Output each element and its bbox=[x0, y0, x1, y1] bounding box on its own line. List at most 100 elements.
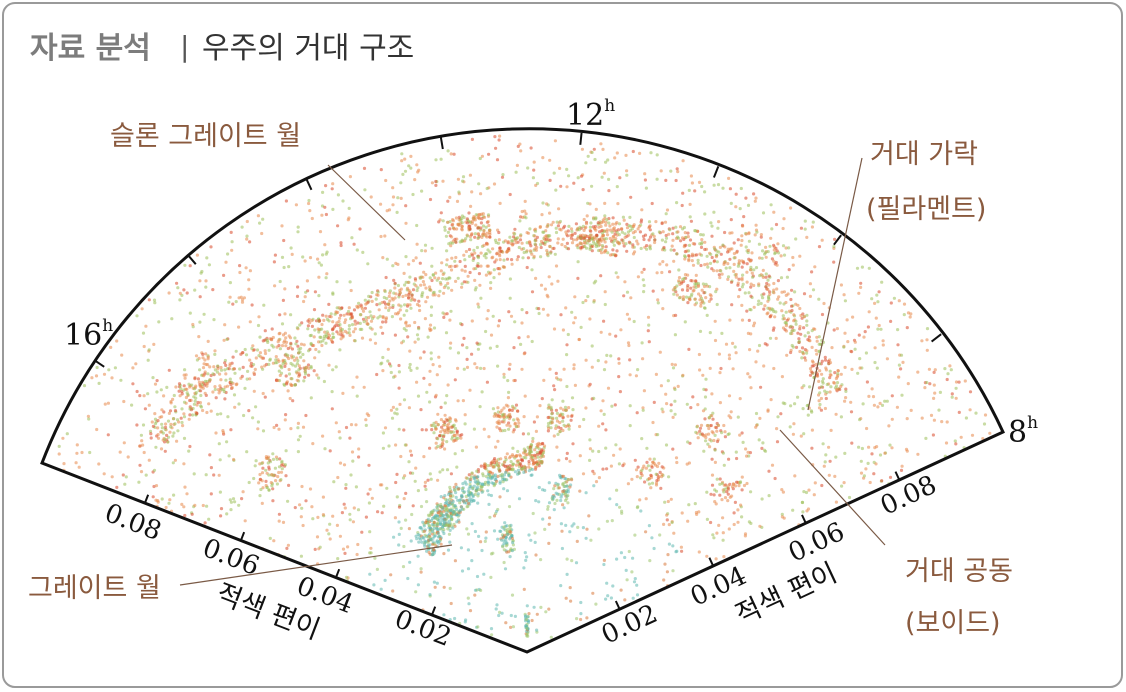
galaxy-dot bbox=[196, 400, 200, 405]
galaxy-dot bbox=[434, 513, 438, 517]
galaxy-dot bbox=[674, 178, 678, 183]
galaxy-dot bbox=[442, 528, 446, 532]
galaxy-dot bbox=[505, 489, 510, 493]
galaxy-dot bbox=[558, 166, 562, 170]
galaxy-dot bbox=[415, 288, 419, 293]
galaxy-dot bbox=[478, 283, 482, 287]
galaxy-dot bbox=[534, 183, 538, 187]
galaxy-dot bbox=[604, 428, 608, 432]
galaxy-dot bbox=[426, 543, 430, 547]
galaxy-dot bbox=[530, 467, 535, 472]
galaxy-dot bbox=[180, 502, 184, 506]
galaxy-dot bbox=[474, 223, 478, 227]
galaxy-dot bbox=[431, 363, 435, 367]
galaxy-dot bbox=[380, 361, 384, 365]
galaxy-dot bbox=[420, 540, 424, 544]
galaxy-dot bbox=[256, 323, 261, 328]
galaxy-dot bbox=[672, 248, 676, 252]
galaxy-dot bbox=[905, 326, 909, 330]
galaxy-dot bbox=[414, 256, 418, 260]
galaxy-dot bbox=[154, 484, 159, 488]
galaxy-dot bbox=[442, 552, 446, 556]
galaxy-dot bbox=[296, 344, 300, 348]
galaxy-dot bbox=[616, 202, 620, 206]
galaxy-dot bbox=[408, 275, 412, 279]
galaxy-dot bbox=[419, 525, 423, 530]
galaxy-dot bbox=[553, 484, 557, 488]
galaxy-dot bbox=[160, 497, 164, 501]
galaxy-dot bbox=[525, 265, 529, 270]
galaxy-dot bbox=[535, 628, 539, 632]
galaxy-dot bbox=[331, 320, 335, 324]
galaxy-dot bbox=[592, 300, 596, 304]
galaxy-dot bbox=[658, 262, 662, 266]
galaxy-dot bbox=[673, 399, 677, 403]
galaxy-dot bbox=[310, 318, 314, 323]
galaxy-dot bbox=[631, 596, 635, 600]
galaxy-dot bbox=[143, 407, 147, 411]
galaxy-dot bbox=[779, 276, 784, 280]
galaxy-dot bbox=[529, 146, 533, 150]
galaxy-dot bbox=[336, 557, 340, 561]
galaxy-dot bbox=[203, 379, 207, 383]
galaxy-dot bbox=[185, 492, 189, 496]
galaxy-dot bbox=[839, 283, 844, 287]
galaxy-dot bbox=[277, 427, 281, 431]
galaxy-dot bbox=[460, 224, 464, 228]
galaxy-dot bbox=[562, 474, 566, 478]
galaxy-dot bbox=[302, 359, 306, 363]
galaxy-dot bbox=[351, 385, 355, 389]
galaxy-dot bbox=[564, 306, 568, 310]
galaxy-dot bbox=[497, 414, 502, 418]
galaxy-dot bbox=[909, 408, 913, 412]
galaxy-dot bbox=[432, 515, 436, 519]
galaxy-dot bbox=[768, 314, 773, 318]
galaxy-dot bbox=[188, 407, 192, 411]
galaxy-dot bbox=[703, 240, 707, 244]
galaxy-dot bbox=[407, 324, 412, 328]
galaxy-dot bbox=[207, 517, 211, 521]
galaxy-dot bbox=[175, 418, 180, 422]
galaxy-dot bbox=[408, 362, 412, 367]
galaxy-dot bbox=[297, 368, 301, 372]
galaxy-dot bbox=[720, 331, 724, 335]
galaxy-dot bbox=[491, 255, 495, 259]
galaxy-dot bbox=[563, 244, 567, 249]
galaxy-dot bbox=[609, 596, 614, 600]
galaxy-dot bbox=[614, 222, 618, 226]
galaxy-dot bbox=[302, 299, 306, 304]
galaxy-dot bbox=[347, 206, 351, 210]
galaxy-dot bbox=[481, 212, 485, 216]
galaxy-dot bbox=[464, 249, 468, 254]
galaxy-dot bbox=[502, 258, 506, 262]
galaxy-dot bbox=[194, 384, 198, 388]
galaxy-dot bbox=[140, 307, 144, 311]
galaxy-dot bbox=[463, 269, 467, 273]
galaxy-dot bbox=[357, 455, 361, 459]
galaxy-dot bbox=[482, 366, 486, 371]
galaxy-dot bbox=[726, 262, 730, 266]
galaxy-dot bbox=[559, 584, 563, 588]
galaxy-dot bbox=[479, 192, 483, 196]
galaxy-dot bbox=[413, 320, 417, 325]
galaxy-dot bbox=[520, 464, 524, 468]
galaxy-dot bbox=[421, 280, 425, 284]
galaxy-dot bbox=[718, 276, 722, 280]
galaxy-dot bbox=[649, 486, 653, 490]
galaxy-dot bbox=[439, 157, 443, 161]
galaxy-dot bbox=[344, 425, 349, 430]
galaxy-dot bbox=[726, 247, 730, 251]
galaxy-dot bbox=[429, 313, 433, 317]
galaxy-dot bbox=[320, 213, 324, 217]
galaxy-dot bbox=[945, 377, 949, 382]
galaxy-dot bbox=[507, 408, 512, 412]
galaxy-dot bbox=[446, 383, 450, 387]
galaxy-dot bbox=[715, 260, 719, 264]
galaxy-dot bbox=[710, 224, 714, 228]
galaxy-dot bbox=[523, 449, 527, 454]
galaxy-dot bbox=[352, 330, 356, 334]
galaxy-dot bbox=[364, 515, 368, 519]
galaxy-dot bbox=[593, 157, 597, 162]
galaxy-dot bbox=[402, 313, 406, 317]
galaxy-dot bbox=[375, 293, 379, 297]
